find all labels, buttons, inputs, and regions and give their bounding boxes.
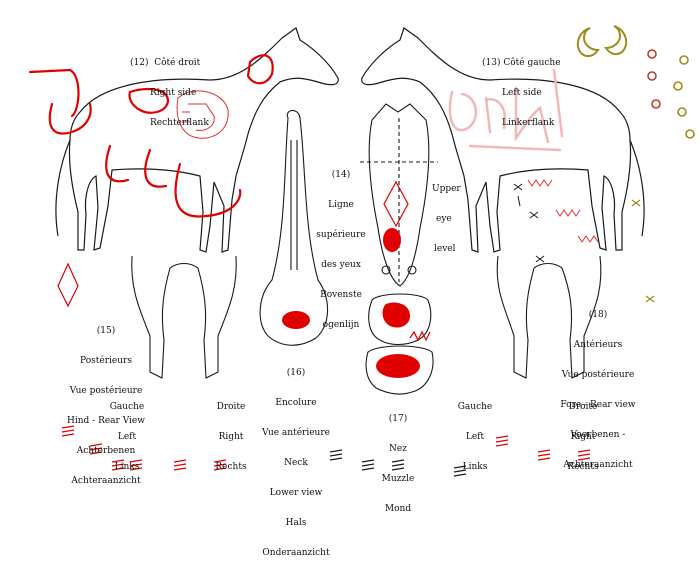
label-hind-right: Droite Right Rechts — [208, 382, 254, 482]
label-right-side-line: (12) Côté droit — [130, 58, 201, 68]
label-left-side-line: (13) Côté gauche — [482, 58, 561, 68]
red-zigzag-marks — [527, 179, 599, 243]
label-left-side-line: Linkerflank — [502, 118, 555, 128]
label-right-side-line: Rechterflank — [150, 118, 209, 128]
hind-legs-rear-view-outline — [131, 255, 237, 379]
label-fore-rear-line: Fore - Rear view — [560, 400, 636, 410]
red-marks — [28, 54, 274, 218]
small-circles — [647, 49, 695, 139]
label-fore-right-line: Right — [570, 432, 596, 442]
label-fore-rear-line: Antérieurs — [573, 340, 623, 350]
neck-lower-view-outline — [259, 109, 329, 346]
label-left-side: (13) Côté gauche Left side Linkerflank — [482, 38, 561, 138]
label-eye-level-line: (14) — [331, 170, 351, 180]
label-hind-rear-line: (15) — [96, 326, 116, 336]
horse-left-side-outline — [361, 27, 645, 253]
label-upper-eye-line: eye — [436, 214, 452, 224]
label-eye-level: (14) Ligne supérieure des yeux Bovenste … — [314, 150, 368, 340]
label-eye-level-line: Bovenste — [320, 290, 362, 300]
label-neck-line: Lower view — [269, 488, 323, 498]
label-fore-left-line: Gauche — [457, 402, 493, 412]
label-hind-rear-line: Hind - Rear View — [67, 416, 145, 426]
label-fore-left-line: Links — [462, 462, 488, 472]
label-fore-right-line: Droite — [568, 402, 598, 412]
label-hind-rear-view: (15) Postérieurs Vue postérieure Hind - … — [60, 306, 152, 496]
label-hind-rear-line: Vue postérieure — [69, 386, 143, 396]
label-muzzle-line: Muzzle — [381, 474, 415, 484]
label-neck-line: (16) — [286, 368, 306, 378]
label-hind-right-line: Droite — [216, 402, 246, 412]
red-filled-patches — [282, 228, 420, 378]
label-hind-rear-line: Achteraanzicht — [71, 476, 141, 486]
label-eye-level-line: ogenlijn — [322, 320, 360, 330]
red-hatched-patch — [176, 90, 229, 139]
label-neck-line: Hals — [285, 518, 307, 528]
label-upper-eye-level: Upper eye level — [432, 164, 461, 264]
label-fore-rear-line: Vue postérieure — [561, 370, 635, 380]
bottom-hatch-marks — [61, 425, 591, 477]
label-hind-rear-line: Postérieurs — [80, 356, 132, 366]
label-fore-right: Droite Right Rechts — [560, 382, 606, 482]
label-hind-left-line: Gauche — [109, 402, 145, 412]
red-diamonds — [57, 180, 409, 308]
label-hind-rear-line: Achterbenen — [76, 446, 136, 456]
label-hind-right-line: Right — [218, 432, 244, 442]
black-cross-marks — [513, 183, 545, 263]
label-neck-line: Vue antérieure — [262, 428, 330, 438]
label-upper-eye-line: level — [434, 244, 456, 254]
horse-marking-diagram — [28, 25, 695, 477]
label-neck-line: Onderaanzicht — [262, 548, 330, 558]
red-zigzag-muzzle — [409, 330, 431, 342]
label-right-side-line: Right side — [150, 88, 197, 98]
label-hind-left: Gauche Left Links — [104, 382, 150, 482]
pink-scribble-overlay — [448, 68, 564, 152]
label-neck-lower-view: (16) Encolure Vue antérieure Neck Lower … — [256, 348, 336, 568]
label-eye-level-line: Ligne — [328, 200, 354, 210]
label-right-side: (12) Côté droit Right side Rechterflank — [130, 38, 209, 138]
horse-right-side-outline — [55, 27, 339, 253]
label-hind-right-line: Rechts — [215, 462, 247, 472]
label-fore-right-line: Rechts — [567, 462, 599, 472]
label-fore-rear-line: Voorbenen - — [570, 430, 626, 440]
label-fore-left-line: Left — [465, 432, 485, 442]
label-hind-left-line: Links — [114, 462, 140, 472]
label-left-side-line: Left side — [502, 88, 542, 98]
label-muzzle-line: Nez — [389, 444, 407, 454]
label-fore-rear-line: Achteraanzicht — [563, 460, 633, 470]
face-front-view-outline — [360, 103, 438, 287]
label-neck-line: Neck — [284, 458, 308, 468]
olive-cross-marks — [631, 199, 655, 303]
label-fore-rear-view: (18) Antérieurs Vue postérieure Fore - R… — [548, 290, 648, 480]
label-muzzle-line: (17) — [388, 414, 408, 424]
label-fore-rear-line: (18) — [588, 310, 608, 320]
label-fore-left: Gauche Left Links — [452, 382, 498, 482]
label-eye-level-line: supérieure — [316, 230, 366, 240]
label-muzzle-line: Mond — [384, 504, 412, 514]
label-muzzle: (17) Nez Muzzle Mond — [376, 394, 420, 524]
label-hind-left-line: Left — [117, 432, 137, 442]
label-eye-level-line: des yeux — [321, 260, 361, 270]
label-neck-line: Encolure — [275, 398, 317, 408]
crescent-moons — [576, 25, 628, 58]
label-upper-eye-line: Upper — [432, 184, 461, 194]
fore-legs-rear-view-outline — [496, 255, 602, 379]
